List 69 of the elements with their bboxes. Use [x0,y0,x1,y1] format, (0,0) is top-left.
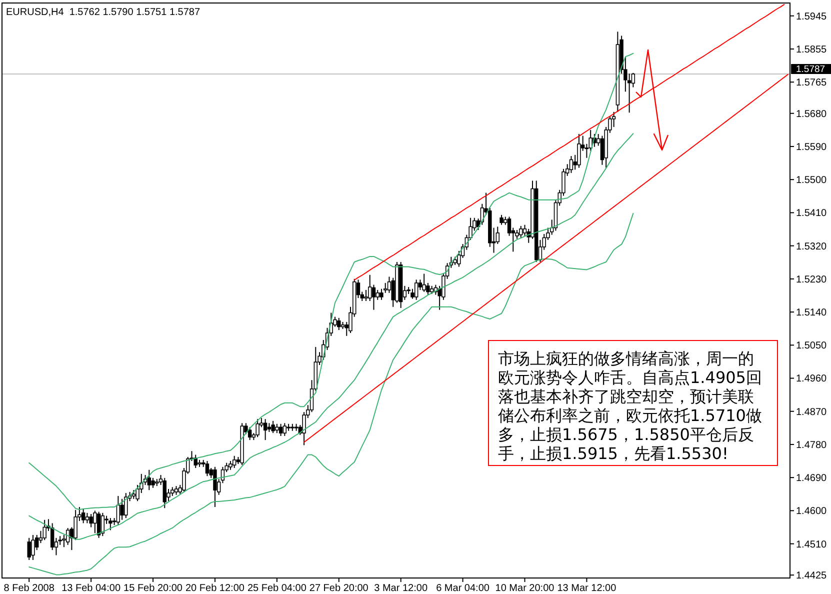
candlestick [85,512,90,524]
candlestick [414,279,418,300]
line-series [304,74,789,443]
y-tick-label: 1.4690 [796,473,828,484]
candlestick [364,289,368,302]
candlestick [89,513,93,528]
candlestick [256,418,260,438]
y-tick-label: 1.5855 [796,44,828,56]
x-tick-label: 15 Feb 20:00 [124,583,183,594]
y-tick-label: 1.5500 [796,175,828,186]
candlestick [519,225,523,238]
candlestick [376,289,380,300]
candlestick [271,420,275,434]
candlestick [93,510,97,534]
x-tick-label: 20 Feb 12:00 [186,583,245,594]
y-tick-label: 1.5590 [796,142,828,153]
y-tick-label: 1.5320 [796,241,828,252]
x-tick-label: 10 Mar 20:00 [495,583,555,594]
candlestick [116,495,120,526]
x-tick-label: 3 Mar 12:00 [374,583,428,594]
candlestick [232,455,236,469]
candlestick [162,477,166,509]
y-tick-label: 1.5230 [796,274,828,286]
candlestick [205,460,210,477]
candlestick [263,418,268,441]
y-tick-label: 1.5765 [796,78,828,89]
candlestick [62,534,66,548]
candlestick [151,477,155,488]
y-tick-label: 1.5410 [796,208,828,220]
x-tick-label: 27 Feb 20:00 [309,583,369,594]
candlestick [147,469,151,491]
candlestick [96,511,101,538]
candlestick [278,423,283,436]
candlestick [50,522,54,551]
candlestick [108,518,112,531]
y-tick-label: 1.4510 [796,539,828,550]
candlestick [120,498,124,520]
candlestick [282,422,287,436]
candlestick [124,492,128,519]
candlestick [81,508,86,524]
x-tick-label: 8 Feb 2008 [4,583,55,594]
candlestick [27,537,31,560]
candlestick [42,519,46,541]
y-tick-label: 1.5945 [796,11,828,22]
candlestick [569,156,574,174]
candlestick [500,214,504,226]
candlestick [577,133,581,168]
x-tick-label: 6 Mar 04:00 [436,583,490,594]
ref-line-label: 1.5787 [796,64,826,75]
y-tick-label: 1.4780 [796,440,828,451]
y-tick-label: 1.4425 [796,570,828,582]
candlestick [337,317,341,331]
candlestick [372,284,376,310]
candlestick [275,423,279,434]
candlestick [31,534,35,560]
y-tick-label: 1.5050 [796,340,828,352]
x-tick-label: 25 Feb 04:00 [247,583,307,594]
chart-title: EURUSD,H4 1.5762 1.5790 1.5751 1.5787 [6,7,200,18]
candlestick [213,466,217,508]
candlestick [422,273,426,292]
y-tick-label: 1.4600 [796,506,828,518]
x-tick-label: 13 Feb 04:00 [62,583,121,594]
y-tick-label: 1.4870 [796,406,828,418]
x-tick-label: 13 Mar 12:00 [557,583,617,594]
y-tick-label: 1.5140 [796,308,828,319]
annotation: 市场上疯狂的做多情绪高涨，周一的欧元涨势令人咋舌。自高点1.4905回落也基本补齐了跳空却空，预计美联储公布利率之前，欧元依托1.5710做多，止损1.5675，1.5850平仓后反手，止损1.5915，先看1.5530! [488,340,778,466]
y-tick-label: 1.4960 [796,374,828,385]
y-tick-label: 1.5680 [796,108,828,120]
candlestick [248,426,252,441]
